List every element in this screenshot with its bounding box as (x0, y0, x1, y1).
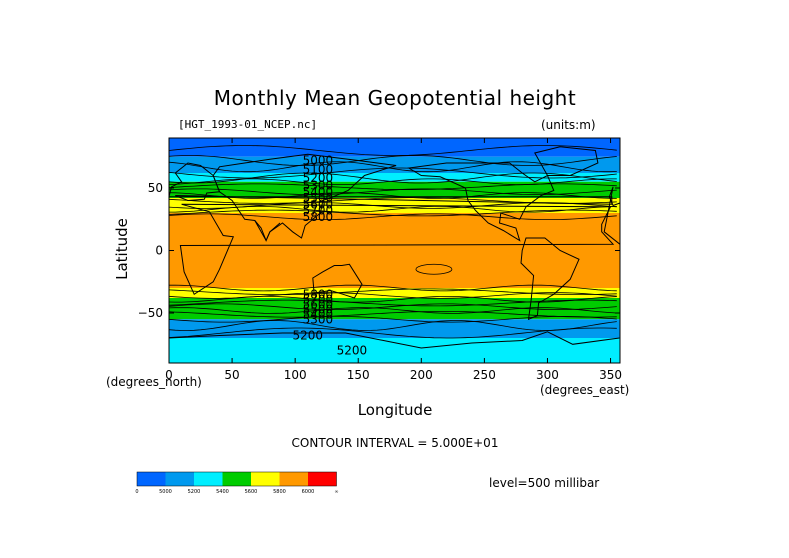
level-label: level=500 millibar (489, 476, 600, 490)
contour-label-7: 5700 (303, 204, 334, 218)
contour-labels: 5000510052005300540055005600570058005800… (292, 154, 367, 358)
y-tick-label-0: 50 (148, 181, 163, 195)
colorbar-label-3: 5400 (216, 489, 229, 495)
chart-title: Monthly Mean Geopotential height (213, 86, 577, 110)
contour-lines (168, 145, 617, 339)
x-tick-label-4: 200 (410, 368, 433, 382)
x-tick-label-3: 150 (347, 368, 370, 382)
contour-line-11 (169, 206, 617, 213)
contour-line-13 (168, 213, 617, 220)
contour-line-21 (168, 311, 617, 318)
colorbar-swatch-3 (222, 472, 251, 486)
colorbar-swatch-5 (279, 472, 308, 486)
contour-line-23 (168, 320, 617, 331)
contour-label-11: 5600 (303, 297, 334, 311)
contour-line-1 (168, 155, 617, 166)
contour-label-0: 5000 (303, 154, 334, 168)
heatmap-band-2 (169, 173, 620, 182)
contour-label-5: 5500 (303, 191, 334, 205)
x-tick-label-7: 350 (599, 368, 622, 382)
contour-line-2 (168, 161, 617, 173)
contour-label-6: 5600 (303, 197, 334, 211)
x-tick-label-5: 250 (473, 368, 496, 382)
contour-closed-loop (415, 263, 453, 275)
x-axis-label: Longitude (357, 401, 433, 419)
contour-label-12: 5500 (303, 302, 334, 316)
heatmap-band-5 (169, 213, 620, 288)
contour-line-15 (168, 288, 617, 295)
contour-line-22 (168, 316, 617, 323)
coastline-asia (212, 153, 397, 242)
contour-line-14 (168, 284, 617, 292)
contour-label-9: 5800 (303, 287, 334, 301)
contour-line-24 (168, 327, 617, 339)
coastline-india (254, 220, 281, 242)
contour-label-16: 5200 (337, 344, 368, 358)
x-tick-label-0: 0 (165, 368, 173, 382)
colorbar-label-1: 5000 (159, 489, 172, 495)
contour-label-13: 5400 (303, 307, 334, 321)
colorbar: 0 5000 5200 5400 5600 5800 6000 ∞ (135, 471, 339, 495)
colorbar-swatch-4 (251, 472, 280, 486)
contour-line-6 (168, 183, 617, 190)
colorbar-swatch-1 (165, 472, 194, 486)
colorbar-label-0: 0 (135, 489, 138, 495)
units-label: (units:m) (541, 118, 596, 132)
contour-line-19 (168, 303, 617, 310)
x-axis-units: (degrees_east) (540, 383, 630, 397)
heatmap-band-6 (169, 288, 620, 298)
y-ticks: 50 0 −50 (138, 181, 620, 320)
contour-label-14: 5300 (303, 312, 334, 326)
colorbar-label-5: 5800 (273, 489, 286, 495)
contour-line-20 (168, 307, 617, 314)
contour-line-8 (168, 192, 617, 199)
contour-label-1: 5100 (303, 162, 334, 176)
y-axis-units: (degrees_north) (106, 375, 202, 389)
contour-line-17 (168, 296, 617, 303)
contour-label-8: 5800 (303, 210, 334, 224)
x-tick-label-1: 50 (224, 368, 239, 382)
colorbar-frame (136, 471, 337, 487)
coastline-s-america (520, 237, 580, 321)
coastline-africa (179, 203, 615, 296)
coastline-australia (312, 263, 363, 299)
heatmap-band-0 (169, 138, 620, 157)
contour-label-4: 5400 (303, 185, 334, 199)
coastline-antarctica (168, 331, 620, 349)
contour-line-0 (168, 145, 617, 156)
coastline-greenland (534, 146, 599, 176)
colorbar-swatch-6 (308, 472, 337, 486)
contour-label-2: 5200 (303, 171, 334, 185)
colorbar-label-6: 6000 (302, 489, 315, 495)
heatmap-bands (169, 138, 620, 363)
colorbar-label-7: ∞ (334, 489, 338, 495)
contour-label-3: 5300 (303, 179, 334, 193)
heatmap-band-9 (169, 338, 620, 363)
contour-label-15: 5200 (292, 329, 323, 343)
colorbar-swatch-2 (194, 472, 223, 486)
y-tick-label-1: 0 (155, 244, 163, 258)
source-file-label: [HGT_1993-01_NCEP.nc] (178, 118, 318, 131)
coastline-n-america (407, 162, 555, 242)
x-tick-label-6: 300 (536, 368, 559, 382)
x-ticks: 0 50 100 150 200 250 300 350 (165, 138, 622, 382)
coastlines (168, 146, 621, 349)
contour-label-10: 5700 (303, 292, 334, 306)
colorbar-swatch-0 (137, 472, 166, 486)
colorbar-label-2: 5200 (188, 489, 201, 495)
colorbar-label-4: 5600 (245, 489, 258, 495)
y-tick-label-2: −50 (138, 306, 163, 320)
x-tick-label-2: 100 (284, 368, 307, 382)
contour-interval-label: CONTOUR INTERVAL = 5.000E+01 (291, 436, 499, 450)
